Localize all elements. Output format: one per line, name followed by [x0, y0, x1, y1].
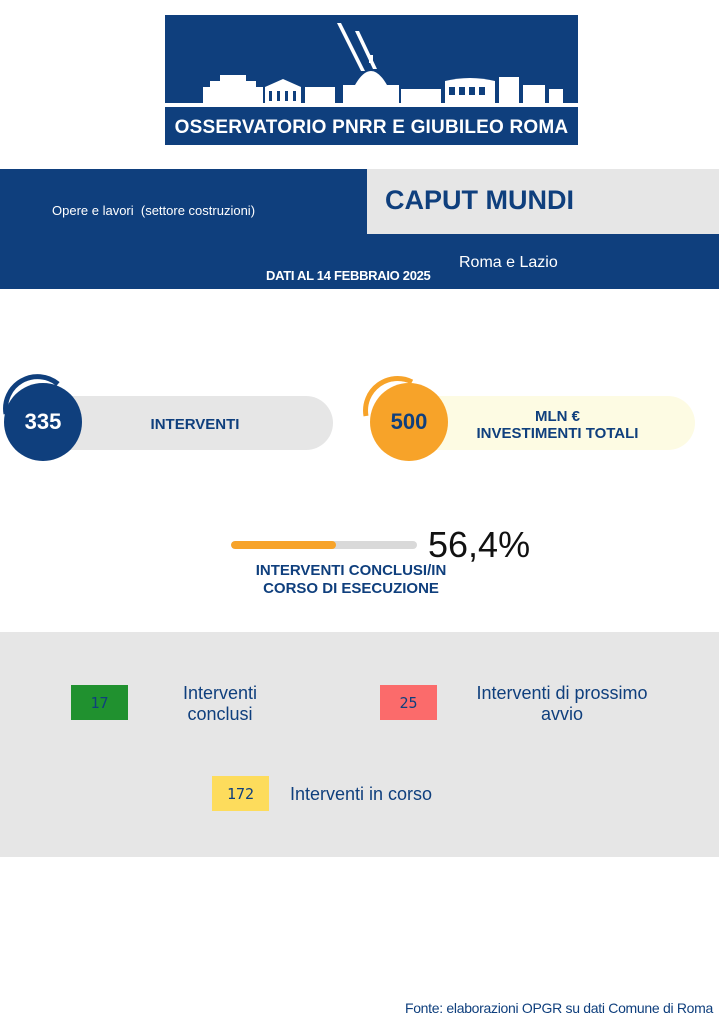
rome-skyline-icon: [165, 23, 578, 107]
progress-percent: 56,4%: [428, 524, 531, 565]
conclusi-label: Interventi conclusi: [160, 683, 280, 725]
in-corso-label: Interventi in corso: [290, 784, 433, 804]
banner-title: OSSERVATORIO PNRR E GIUBILEO ROMA: [174, 117, 569, 138]
interventi-count: 335: [4, 383, 82, 461]
progress-label-line1: INTERVENTI CONCLUSI/IN: [255, 562, 447, 579]
sector-label: Opere e lavori (settore costruzioni): [52, 203, 256, 218]
source-note: Fonte: elaborazioni OPGR su dati Comune …: [404, 1000, 713, 1016]
conclusi-line1: Interventi: [182, 683, 258, 703]
project-box: [367, 169, 719, 234]
investimenti-label: MLN € INVESTIMENTI TOTALI: [460, 408, 655, 442]
prossimo-avvio-line2: avvio: [540, 704, 584, 724]
interventi-pill: [35, 396, 333, 450]
conclusi-badge: 17: [71, 685, 128, 720]
header-banner: OSSERVATORIO PNRR E GIUBILEO ROMA: [165, 15, 578, 145]
band-bottom: [0, 243, 719, 289]
prossimo-avvio-label: Interventi di prossimo avvio: [452, 683, 672, 725]
prossimo-avvio-line1: Interventi di prossimo: [476, 683, 648, 703]
prossimo-avvio-badge: 25: [380, 685, 437, 720]
navy-arc-icon: [3, 374, 60, 415]
interventi-label: INTERVENTI: [150, 416, 240, 433]
band-left: [0, 169, 353, 244]
data-date: DATI AL 14 FEBBRAIO 2025: [266, 268, 431, 283]
region-label: Roma e Lazio: [459, 254, 558, 271]
conclusi-line2: conclusi: [187, 704, 253, 724]
progress-fill: [231, 541, 336, 549]
progress-label: INTERVENTI CONCLUSI/IN CORSO DI ESECUZIO…: [236, 562, 466, 598]
status-panel: [0, 632, 719, 857]
progress-track: [231, 541, 417, 549]
investimenti-value: 500: [370, 383, 448, 461]
project-title: CAPUT MUNDI: [385, 185, 574, 215]
in-corso-badge: 172: [212, 776, 269, 811]
investimenti-unit: MLN €: [535, 408, 580, 425]
orange-arc-icon: [363, 376, 414, 417]
progress-label-line2: CORSO DI ESECUZIONE: [263, 580, 439, 597]
investimenti-caption: INVESTIMENTI TOTALI: [476, 425, 639, 442]
